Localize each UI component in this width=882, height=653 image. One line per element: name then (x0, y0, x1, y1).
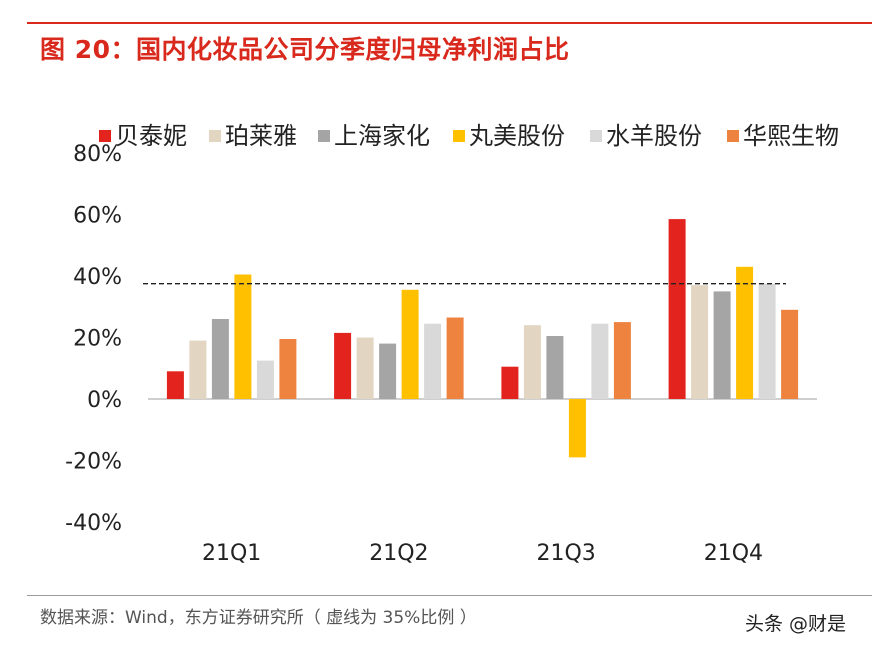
legend-label: 丸美股份 (469, 122, 565, 150)
bar (758, 283, 776, 399)
footer-rule (27, 595, 872, 596)
y-tick-label: -20% (65, 450, 122, 475)
legend-swatch (590, 130, 602, 142)
bar (568, 399, 586, 458)
legend-label: 贝泰妮 (115, 122, 187, 150)
legend-swatch (209, 130, 221, 142)
legend-label: 水羊股份 (606, 122, 702, 150)
legend-swatch (727, 130, 739, 142)
bar (546, 336, 564, 399)
y-tick-label: 40% (73, 265, 122, 290)
bar (279, 339, 297, 399)
x-category-label: 21Q4 (704, 541, 763, 566)
bar (166, 371, 184, 399)
bar (446, 317, 464, 399)
bar (211, 319, 229, 399)
watermark: 头条 @财是 (745, 613, 847, 635)
bar (234, 274, 252, 399)
y-tick-label: 20% (73, 327, 122, 352)
bar (401, 289, 419, 399)
bar (691, 285, 709, 399)
bar (424, 323, 442, 399)
bar (713, 291, 731, 399)
bar (189, 340, 207, 399)
bar (523, 325, 541, 399)
bar (591, 323, 609, 399)
legend-swatch (453, 130, 465, 142)
y-tick-label: 80% (73, 142, 122, 167)
bar (501, 366, 519, 399)
legend-swatch (318, 130, 330, 142)
source-note: 数据来源：Wind，东方证券研究所（ 虚线为 35%比例 ） (40, 608, 477, 628)
y-tick-label: 60% (73, 204, 122, 229)
y-tick-label: -40% (65, 511, 122, 536)
y-tick-label: 0% (87, 388, 122, 413)
bar (334, 332, 352, 399)
legend-label: 珀莱雅 (225, 122, 297, 150)
legend-label: 华熙生物 (743, 122, 839, 150)
legend-label: 上海家化 (334, 122, 430, 150)
title-top-rule (27, 22, 872, 24)
bar (736, 266, 754, 399)
legend-swatch (99, 130, 111, 142)
x-category-label: 21Q1 (202, 541, 261, 566)
bar (379, 343, 397, 399)
bar (668, 219, 686, 399)
chart: -40% -20% 0% 20% 40% 60% 80% 21Q1 21Q2 21Q3 21Q4 贝泰… (65, 122, 839, 566)
bar (256, 360, 274, 399)
bar (613, 322, 631, 399)
bar (356, 337, 374, 399)
figure-title: 图 20：国内化妆品公司分季度归母净利润占比 (40, 35, 570, 64)
x-category-label: 21Q3 (536, 541, 595, 566)
bar (781, 309, 799, 399)
x-category-label: 21Q2 (369, 541, 428, 566)
